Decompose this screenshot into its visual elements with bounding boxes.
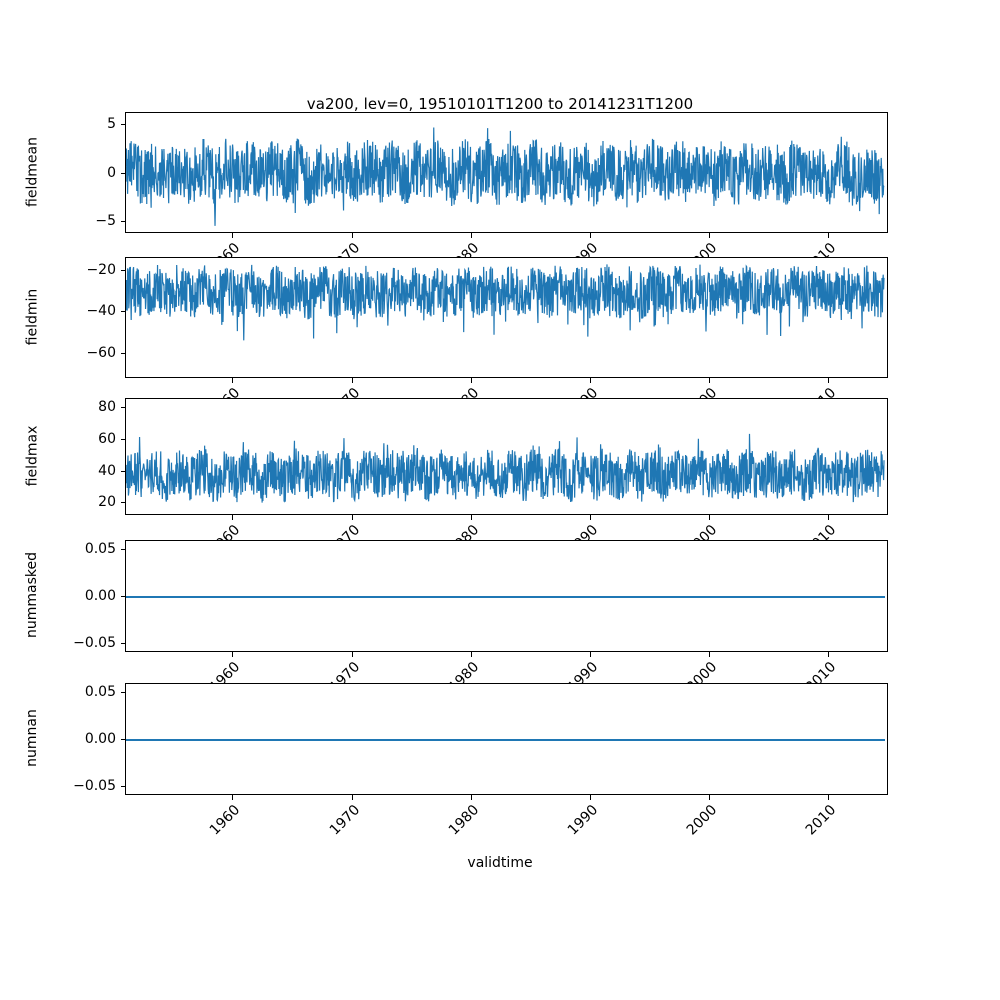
y-axis-numnan: 0.05 0.00 −0.05: [38, 683, 116, 795]
y-tick-mark: [120, 269, 125, 271]
y-tick-mark: [120, 692, 125, 694]
y-tick-label: −60: [86, 344, 116, 361]
x-tick-mark: [351, 795, 353, 800]
y-axis-label-nummasked: nummasked: [24, 552, 40, 639]
x-tick-mark: [709, 652, 711, 657]
x-tick-mark: [828, 515, 830, 520]
x-tick-mark: [351, 515, 353, 520]
panel-fieldmean: [125, 112, 888, 233]
x-tick-label: 2010: [803, 802, 840, 839]
y-axis-fieldmax: 80 60 40 20: [38, 398, 116, 515]
y-tick-mark: [120, 785, 125, 787]
y-axis-nummasked: 0.05 0.00 −0.05: [38, 540, 116, 652]
x-tick-mark: [828, 233, 830, 238]
x-tick-mark: [232, 233, 234, 238]
series-line-fieldmax: [126, 399, 887, 514]
x-tick-mark: [709, 233, 711, 238]
series-line-fieldmean: [126, 113, 887, 232]
panel-numnan: [125, 683, 888, 795]
y-axis-label-numnan: numnan: [24, 709, 40, 767]
x-tick-mark: [351, 233, 353, 238]
x-tick-label: 1970: [326, 802, 363, 839]
x-tick-mark: [709, 378, 711, 383]
y-tick-mark: [120, 739, 125, 740]
x-tick-mark: [470, 378, 472, 383]
x-tick-mark: [232, 795, 234, 800]
y-tick-label: −0.05: [73, 777, 116, 794]
x-tick-mark: [232, 652, 234, 657]
x-tick-mark: [470, 795, 472, 800]
panel-nummasked: [125, 540, 888, 652]
y-axis-fieldmean: 5 0 −5: [38, 112, 116, 233]
y-tick-label: −40: [86, 303, 116, 320]
y-tick-mark: [120, 123, 125, 125]
y-tick-label: 5: [107, 115, 116, 132]
x-tick-label: 2000: [683, 802, 721, 839]
x-tick-label: 1990: [564, 802, 602, 839]
y-tick-mark: [120, 470, 125, 472]
y-tick-mark: [120, 549, 125, 551]
x-tick-mark: [709, 515, 711, 520]
y-tick-mark: [120, 642, 125, 644]
x-tick-mark: [589, 795, 591, 800]
y-tick-mark: [120, 221, 125, 223]
y-tick-label: 20: [98, 494, 116, 511]
x-tick-label: 1980: [445, 802, 483, 839]
y-tick-mark: [120, 596, 125, 597]
x-tick-mark: [589, 652, 591, 657]
y-tick-label: 0.05: [84, 684, 116, 701]
panel-fieldmin: [125, 257, 888, 378]
y-tick-label: −5: [95, 213, 116, 230]
y-tick-mark: [120, 439, 125, 441]
series-line-numnan: [126, 739, 885, 741]
x-tick-mark: [709, 795, 711, 800]
x-tick-label: 1960: [207, 802, 244, 839]
x-tick-mark: [470, 515, 472, 520]
y-tick-label: 0.00: [84, 731, 116, 747]
y-tick-mark: [120, 352, 125, 354]
x-tick-mark: [351, 378, 353, 383]
x-tick-mark: [232, 515, 234, 520]
x-tick-mark: [828, 652, 830, 657]
y-tick-label: 80: [98, 399, 116, 416]
x-tick-mark: [828, 378, 830, 383]
y-tick-label: 0.05: [84, 541, 116, 558]
x-tick-mark: [470, 652, 472, 657]
y-tick-label: −0.05: [73, 634, 116, 651]
x-axis-label: validtime: [467, 855, 533, 871]
y-axis-fieldmin: −20 −40 −60: [38, 257, 116, 378]
series-line-fieldmin: [126, 258, 887, 377]
x-tick-mark: [351, 652, 353, 657]
x-tick-mark: [589, 515, 591, 520]
y-tick-mark: [120, 407, 125, 409]
x-tick-mark: [470, 233, 472, 238]
y-tick-label: 0.00: [84, 588, 116, 604]
x-tick-mark: [232, 378, 234, 383]
y-tick-label: 40: [98, 462, 116, 479]
panel-fieldmax: [125, 398, 888, 515]
y-axis-label-fieldmean: fieldmean: [24, 136, 40, 207]
y-tick-label: −20: [86, 261, 116, 278]
series-line-nummasked: [126, 596, 885, 598]
y-tick-label: 0: [107, 164, 116, 181]
x-tick-mark: [828, 795, 830, 800]
x-tick-mark: [589, 378, 591, 383]
y-axis-label-fieldmin: fieldmin: [24, 288, 40, 345]
y-tick-mark: [120, 311, 125, 313]
figure-title: va200, lev=0, 19510101T1200 to 20141231T…: [306, 95, 694, 113]
y-tick-mark: [120, 172, 125, 174]
y-tick-mark: [120, 502, 125, 504]
y-tick-label: 60: [98, 431, 116, 448]
x-tick-mark: [589, 233, 591, 238]
y-axis-label-fieldmax: fieldmax: [24, 425, 40, 486]
